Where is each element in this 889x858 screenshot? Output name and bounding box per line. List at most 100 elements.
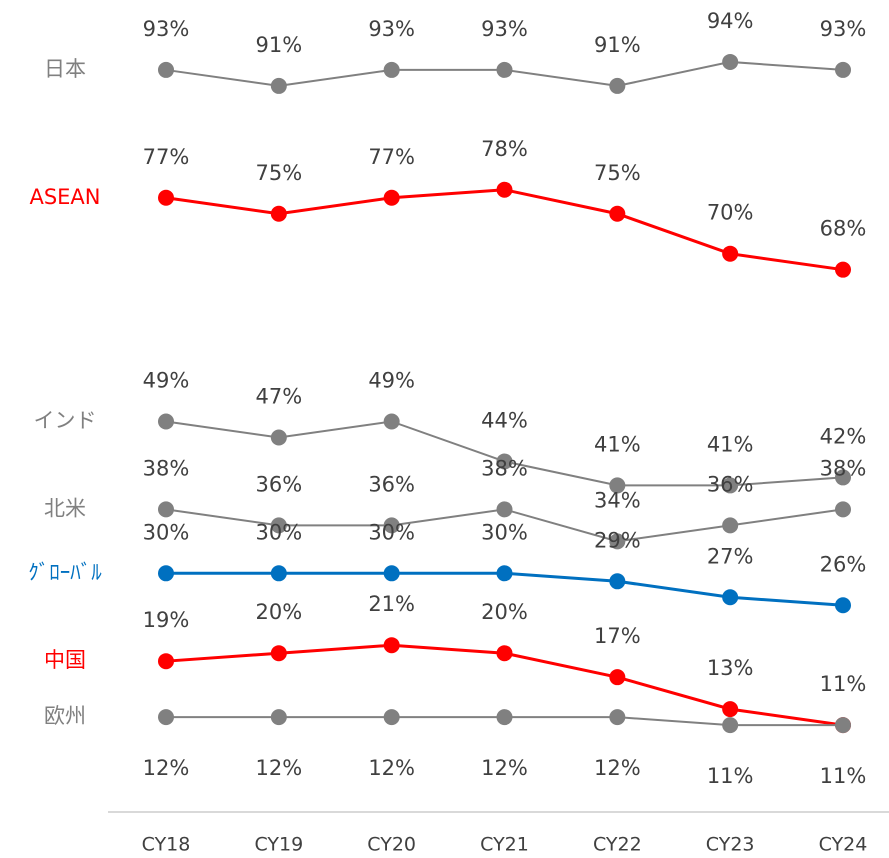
data-label: 38%: [143, 456, 190, 480]
data-point: [383, 709, 400, 726]
x-tick-label: CY18: [142, 834, 191, 856]
data-point: [835, 469, 851, 486]
data-point: [722, 589, 739, 606]
data-label: 30%: [143, 520, 190, 544]
data-point: [383, 413, 400, 430]
data-label: 93%: [143, 17, 190, 41]
data-label: 12%: [594, 756, 641, 780]
data-point: [270, 709, 287, 726]
data-point: [496, 453, 513, 470]
data-point: [158, 189, 174, 206]
series-label: 日本: [44, 57, 86, 81]
data-point: [158, 61, 174, 78]
data-point: [270, 517, 287, 534]
data-label: 94%: [707, 9, 754, 33]
data-point: [722, 245, 739, 262]
data-point: [496, 645, 513, 662]
data-point: [609, 533, 626, 550]
data-point: [835, 597, 851, 614]
data-label: 20%: [481, 600, 528, 624]
data-point: [158, 565, 174, 582]
data-label: 75%: [594, 161, 641, 185]
data-point: [383, 565, 400, 582]
data-label: 41%: [707, 432, 754, 456]
x-tick-label: CY21: [480, 834, 529, 856]
data-label: 13%: [707, 656, 754, 680]
data-label: 93%: [820, 17, 867, 41]
series-label: 北米: [44, 496, 86, 520]
series-label: ｸﾞﾛｰﾊﾞﾙ: [28, 560, 102, 584]
data-label: 93%: [481, 17, 528, 41]
data-point: [496, 501, 513, 518]
data-point: [609, 573, 626, 590]
data-point: [609, 669, 626, 686]
data-point: [383, 637, 400, 654]
x-tick-label: CY22: [593, 834, 642, 856]
data-label: 38%: [481, 456, 528, 480]
data-point: [835, 261, 851, 278]
series-label: 欧州: [44, 704, 86, 728]
data-point: [496, 181, 513, 198]
data-point: [722, 53, 739, 70]
x-tick-label: CY23: [706, 834, 755, 856]
data-label: 11%: [820, 764, 867, 788]
data-label: 70%: [707, 201, 754, 225]
data-point: [158, 653, 174, 670]
data-point: [722, 517, 739, 534]
data-point: [270, 429, 287, 446]
data-label: 12%: [255, 756, 302, 780]
data-label: 21%: [368, 592, 415, 616]
data-label: 38%: [820, 456, 867, 480]
data-label: 11%: [707, 764, 754, 788]
data-label: 77%: [143, 145, 190, 169]
data-label: 78%: [481, 137, 528, 161]
data-point: [158, 709, 174, 726]
data-point: [835, 501, 851, 518]
data-point: [835, 61, 851, 78]
data-point: [609, 205, 626, 222]
data-point: [609, 709, 626, 726]
data-point: [383, 61, 400, 78]
data-point: [383, 517, 400, 534]
data-point: [158, 501, 174, 518]
data-point: [496, 565, 513, 582]
data-label: 93%: [368, 17, 415, 41]
data-point: [609, 477, 626, 494]
data-label: 20%: [255, 600, 302, 624]
data-label: 91%: [594, 33, 641, 57]
data-label: 41%: [594, 432, 641, 456]
data-label: 77%: [368, 145, 415, 169]
data-label: 11%: [820, 672, 867, 696]
series-label: インド: [34, 408, 97, 432]
data-point: [496, 709, 513, 726]
data-point: [270, 77, 287, 94]
data-point: [722, 701, 739, 718]
x-tick-label: CY19: [254, 834, 303, 856]
data-label: 75%: [255, 161, 302, 185]
data-label: 34%: [594, 488, 641, 512]
data-point: [270, 205, 287, 222]
data-label: 26%: [820, 552, 867, 576]
data-label: 36%: [707, 472, 754, 496]
data-label: 17%: [594, 624, 641, 648]
data-label: 30%: [368, 520, 415, 544]
data-label: 12%: [481, 756, 528, 780]
data-point: [609, 77, 626, 94]
data-label: 91%: [255, 33, 302, 57]
data-point: [722, 717, 739, 734]
data-label: 29%: [594, 528, 641, 552]
data-point: [158, 413, 174, 430]
data-point: [835, 717, 851, 734]
data-label: 68%: [820, 217, 867, 241]
data-point: [383, 189, 400, 206]
data-label: 36%: [368, 472, 415, 496]
data-label: 12%: [143, 756, 190, 780]
data-label: 19%: [143, 608, 190, 632]
data-point: [496, 61, 513, 78]
data-label: 12%: [368, 756, 415, 780]
series-label: ASEAN: [29, 185, 100, 209]
data-label: 30%: [255, 520, 302, 544]
data-point: [270, 565, 287, 582]
data-label: 27%: [707, 544, 754, 568]
